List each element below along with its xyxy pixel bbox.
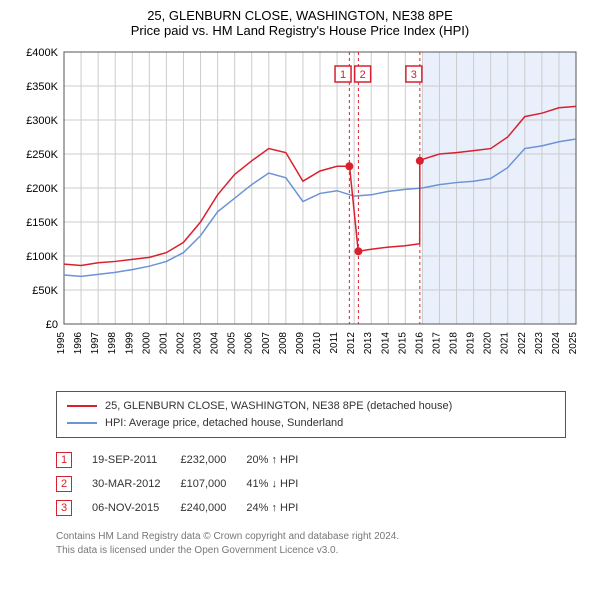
svg-text:2005: 2005 [227, 332, 238, 355]
event-delta: 20% ↑ HPI [246, 448, 318, 472]
event-row: 3 06-NOV-2015£240,00024% ↑ HPI [56, 496, 318, 520]
event-price: £240,000 [180, 496, 246, 520]
event-date: 19-SEP-2011 [92, 448, 180, 472]
title-sub: Price paid vs. HM Land Registry's House … [12, 23, 588, 38]
svg-text:2019: 2019 [466, 332, 477, 355]
svg-text:1998: 1998 [107, 332, 118, 355]
svg-text:2024: 2024 [551, 332, 562, 355]
legend-swatch-property [67, 405, 97, 407]
svg-text:2001: 2001 [158, 332, 169, 355]
svg-text:1996: 1996 [73, 332, 84, 355]
legend: 25, GLENBURN CLOSE, WASHINGTON, NE38 8PE… [56, 391, 566, 438]
legend-label-hpi: HPI: Average price, detached house, Sund… [105, 415, 343, 432]
svg-text:3: 3 [411, 69, 417, 81]
event-delta: 24% ↑ HPI [246, 496, 318, 520]
svg-text:£200K: £200K [26, 183, 58, 195]
svg-text:2016: 2016 [414, 332, 425, 355]
svg-text:2017: 2017 [431, 332, 442, 355]
legend-item-property: 25, GLENBURN CLOSE, WASHINGTON, NE38 8PE… [67, 398, 555, 415]
svg-text:2009: 2009 [295, 332, 306, 355]
svg-text:2002: 2002 [175, 332, 186, 355]
svg-text:2000: 2000 [141, 332, 152, 355]
svg-text:£250K: £250K [26, 149, 58, 161]
svg-text:2022: 2022 [517, 332, 528, 355]
chart-svg: £0 £50K £100K £150K £200K £250K £300K £350K £400… [20, 44, 580, 379]
svg-text:2006: 2006 [244, 332, 255, 355]
footnote-line1: Contains HM Land Registry data © Crown c… [56, 530, 588, 544]
chart: £0 £50K £100K £150K £200K £250K £300K £350K £400… [20, 44, 580, 379]
event-delta: 41% ↓ HPI [246, 472, 318, 496]
svg-text:£0: £0 [46, 319, 58, 331]
svg-text:1995: 1995 [56, 332, 67, 355]
svg-text:2003: 2003 [193, 332, 204, 355]
svg-text:2013: 2013 [363, 332, 374, 355]
svg-text:£350K: £350K [26, 81, 58, 93]
event-row: 1 19-SEP-2011£232,00020% ↑ HPI [56, 448, 318, 472]
svg-text:2018: 2018 [449, 332, 460, 355]
svg-text:2: 2 [360, 69, 366, 81]
event-price: £107,000 [180, 472, 246, 496]
svg-text:£400K: £400K [26, 47, 58, 59]
events-table: 1 19-SEP-2011£232,00020% ↑ HPI 2 30-MAR-201… [56, 448, 318, 520]
legend-label-property: 25, GLENBURN CLOSE, WASHINGTON, NE38 8PE… [105, 398, 452, 415]
svg-text:2008: 2008 [278, 332, 289, 355]
event-date: 06-NOV-2015 [92, 496, 180, 520]
svg-text:£150K: £150K [26, 217, 58, 229]
event-marker: 1 [56, 452, 72, 468]
legend-swatch-hpi [67, 422, 97, 424]
event-marker: 3 [56, 500, 72, 516]
svg-text:2023: 2023 [534, 332, 545, 355]
chart-container: 25, GLENBURN CLOSE, WASHINGTON, NE38 8PE… [0, 0, 600, 590]
svg-text:2015: 2015 [397, 332, 408, 355]
legend-item-hpi: HPI: Average price, detached house, Sund… [67, 415, 555, 432]
svg-text:1999: 1999 [124, 332, 135, 355]
svg-text:£300K: £300K [26, 115, 58, 127]
svg-text:2010: 2010 [312, 332, 323, 355]
svg-text:2011: 2011 [329, 332, 340, 354]
svg-text:1997: 1997 [90, 332, 101, 355]
svg-text:2025: 2025 [568, 332, 579, 355]
event-price: £232,000 [180, 448, 246, 472]
footnote-line2: This data is licensed under the Open Gov… [56, 544, 588, 558]
event-date: 30-MAR-2012 [92, 472, 180, 496]
svg-text:1: 1 [340, 69, 346, 81]
svg-text:£100K: £100K [26, 251, 58, 263]
svg-text:2021: 2021 [500, 332, 511, 355]
footnote: Contains HM Land Registry data © Crown c… [56, 530, 588, 558]
svg-text:2014: 2014 [380, 332, 391, 355]
svg-text:2004: 2004 [210, 332, 221, 355]
svg-text:2020: 2020 [483, 332, 494, 355]
event-row: 2 30-MAR-2012£107,00041% ↓ HPI [56, 472, 318, 496]
title-main: 25, GLENBURN CLOSE, WASHINGTON, NE38 8PE [12, 8, 588, 23]
svg-text:2012: 2012 [346, 332, 357, 355]
svg-text:2007: 2007 [261, 332, 272, 355]
event-marker: 2 [56, 476, 72, 492]
svg-text:£50K: £50K [32, 285, 58, 297]
title-block: 25, GLENBURN CLOSE, WASHINGTON, NE38 8PE… [12, 8, 588, 38]
